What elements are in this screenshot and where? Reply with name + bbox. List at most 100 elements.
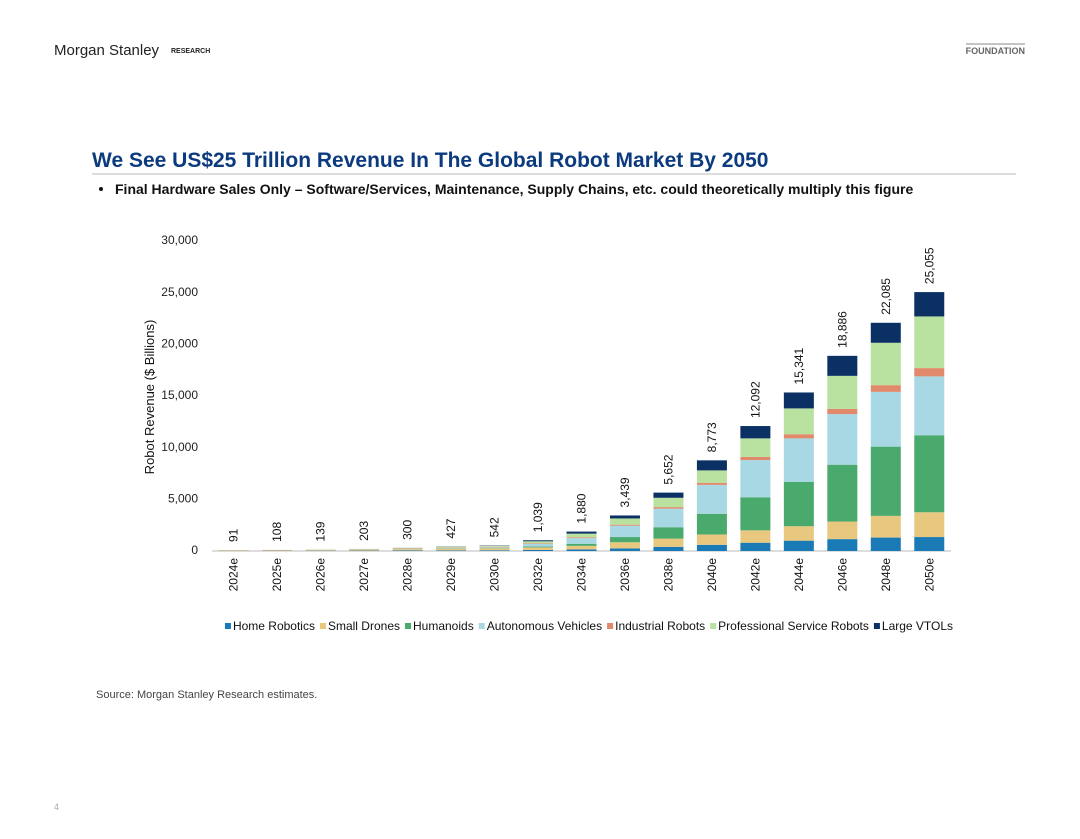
bar-segment <box>567 532 597 534</box>
bar-segment <box>827 376 857 409</box>
bar-segment <box>740 457 770 460</box>
total-label: 542 <box>488 517 502 537</box>
bar-segment <box>480 546 510 547</box>
legend-swatch <box>225 623 231 629</box>
bar-segment <box>914 316 944 368</box>
x-tick-label: 2027e <box>357 558 371 592</box>
page-number: 4 <box>54 802 59 812</box>
bar-segment <box>349 550 379 551</box>
bar-segment <box>784 541 814 551</box>
bar-segment <box>610 525 640 526</box>
bar-segment <box>784 482 814 526</box>
bar-segment <box>436 550 466 551</box>
bar-segment <box>784 392 814 408</box>
bar-segment <box>653 507 683 509</box>
legend-swatch <box>710 623 716 629</box>
y-tick-label: 5,000 <box>168 492 198 506</box>
total-label: 91 <box>227 528 241 542</box>
y-tick-label: 30,000 <box>161 233 198 247</box>
total-label: 12,092 <box>748 381 762 418</box>
legend-swatch <box>405 623 411 629</box>
bar-segment <box>610 526 640 537</box>
bar-segment <box>653 547 683 551</box>
bar-segment <box>653 498 683 507</box>
bar-segment <box>653 509 683 528</box>
y-tick-label: 0 <box>191 543 198 557</box>
bar-segment <box>610 542 640 548</box>
x-tick-label: 2028e <box>401 558 415 592</box>
bar-segment <box>914 292 944 316</box>
bar-segment <box>436 549 466 551</box>
bar-segment <box>697 514 727 535</box>
bar-segment <box>523 544 553 547</box>
x-tick-label: 2040e <box>705 558 719 592</box>
bar-segment <box>827 414 857 465</box>
legend-label: Autonomous Vehicles <box>487 619 602 633</box>
total-label: 3,439 <box>618 477 632 507</box>
bar-segment <box>914 435 944 512</box>
legend-label: Small Drones <box>328 619 400 633</box>
legend-label: Home Robotics <box>233 619 315 633</box>
total-label: 427 <box>444 518 458 538</box>
bar-segment <box>393 548 423 549</box>
total-label: 22,085 <box>879 278 893 315</box>
x-tick-label: 2034e <box>575 558 589 592</box>
brand: Morgan Stanley <box>54 42 160 59</box>
x-tick-label: 2030e <box>488 558 502 592</box>
bar-segment <box>393 550 423 551</box>
bar-segment <box>480 547 510 548</box>
bar-segment <box>567 538 597 544</box>
bar-segment <box>567 537 597 538</box>
bar-segment <box>784 438 814 481</box>
bar-segment <box>871 323 901 343</box>
bar-segment <box>523 547 553 548</box>
legend-swatch <box>479 623 485 629</box>
bar-segment <box>480 547 510 548</box>
slide-title: We See US$25 Trillion Revenue In The Glo… <box>92 149 768 172</box>
bar-segment <box>871 516 901 538</box>
legend-swatch <box>607 623 613 629</box>
bar-segment <box>567 549 597 551</box>
bar-segment <box>523 543 553 544</box>
bar-segment <box>697 485 727 514</box>
total-label: 1,880 <box>575 493 589 523</box>
legend-swatch <box>320 623 326 629</box>
bar-segment <box>610 548 640 551</box>
bar-segment <box>740 438 770 457</box>
bar-segment <box>697 545 727 551</box>
bullet-dot <box>99 187 103 191</box>
bar-segment <box>567 546 597 550</box>
bar-segment <box>653 527 683 538</box>
y-tick-label: 20,000 <box>161 337 198 351</box>
legend-swatch <box>874 623 880 629</box>
bar-segment <box>784 434 814 438</box>
bar-segment <box>523 540 553 541</box>
legend-label: Industrial Robots <box>615 619 705 633</box>
x-tick-label: 2029e <box>444 558 458 592</box>
bar-segment <box>653 539 683 547</box>
total-label: 25,055 <box>922 247 936 284</box>
x-tick-label: 2046e <box>835 558 849 592</box>
bar-segment <box>914 512 944 537</box>
total-label: 108 <box>270 522 284 542</box>
total-label: 18,886 <box>835 311 849 348</box>
bar-segment <box>610 515 640 518</box>
bar-segment <box>697 534 727 544</box>
source: Source: Morgan Stanley Research estimate… <box>96 689 317 701</box>
bar-segment <box>740 497 770 530</box>
total-label: 139 <box>314 521 328 541</box>
bar-segment <box>523 550 553 551</box>
bar-segment <box>306 550 336 551</box>
bar-segment <box>827 356 857 376</box>
bar-segment <box>914 368 944 376</box>
total-label: 1,039 <box>531 502 545 532</box>
bar-segment <box>740 543 770 551</box>
bar-segment <box>697 483 727 485</box>
total-label: 203 <box>357 521 371 541</box>
bar-segment <box>914 376 944 435</box>
bar-segment <box>436 547 466 548</box>
bar-segment <box>871 385 901 392</box>
total-label: 300 <box>401 520 415 540</box>
